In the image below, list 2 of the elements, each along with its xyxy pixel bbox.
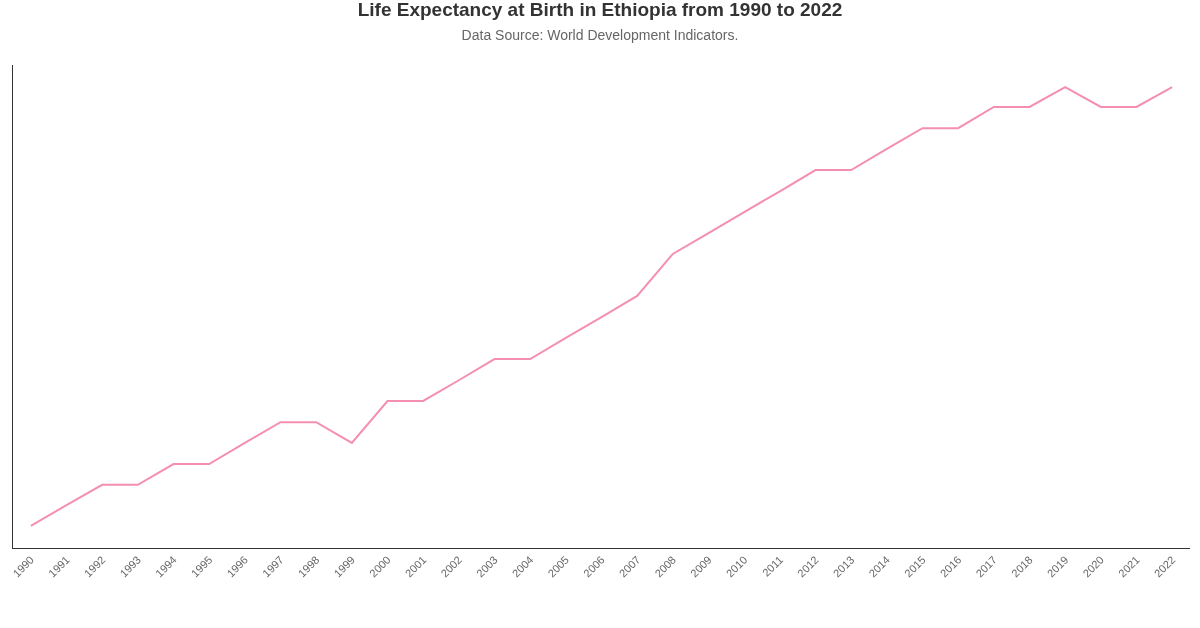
chart-title: Life Expectancy at Birth in Ethiopia from 1990 to 2022 bbox=[357, 0, 843, 20]
chart-subtitle: Data Source: World Development Indicators. bbox=[461, 27, 739, 44]
